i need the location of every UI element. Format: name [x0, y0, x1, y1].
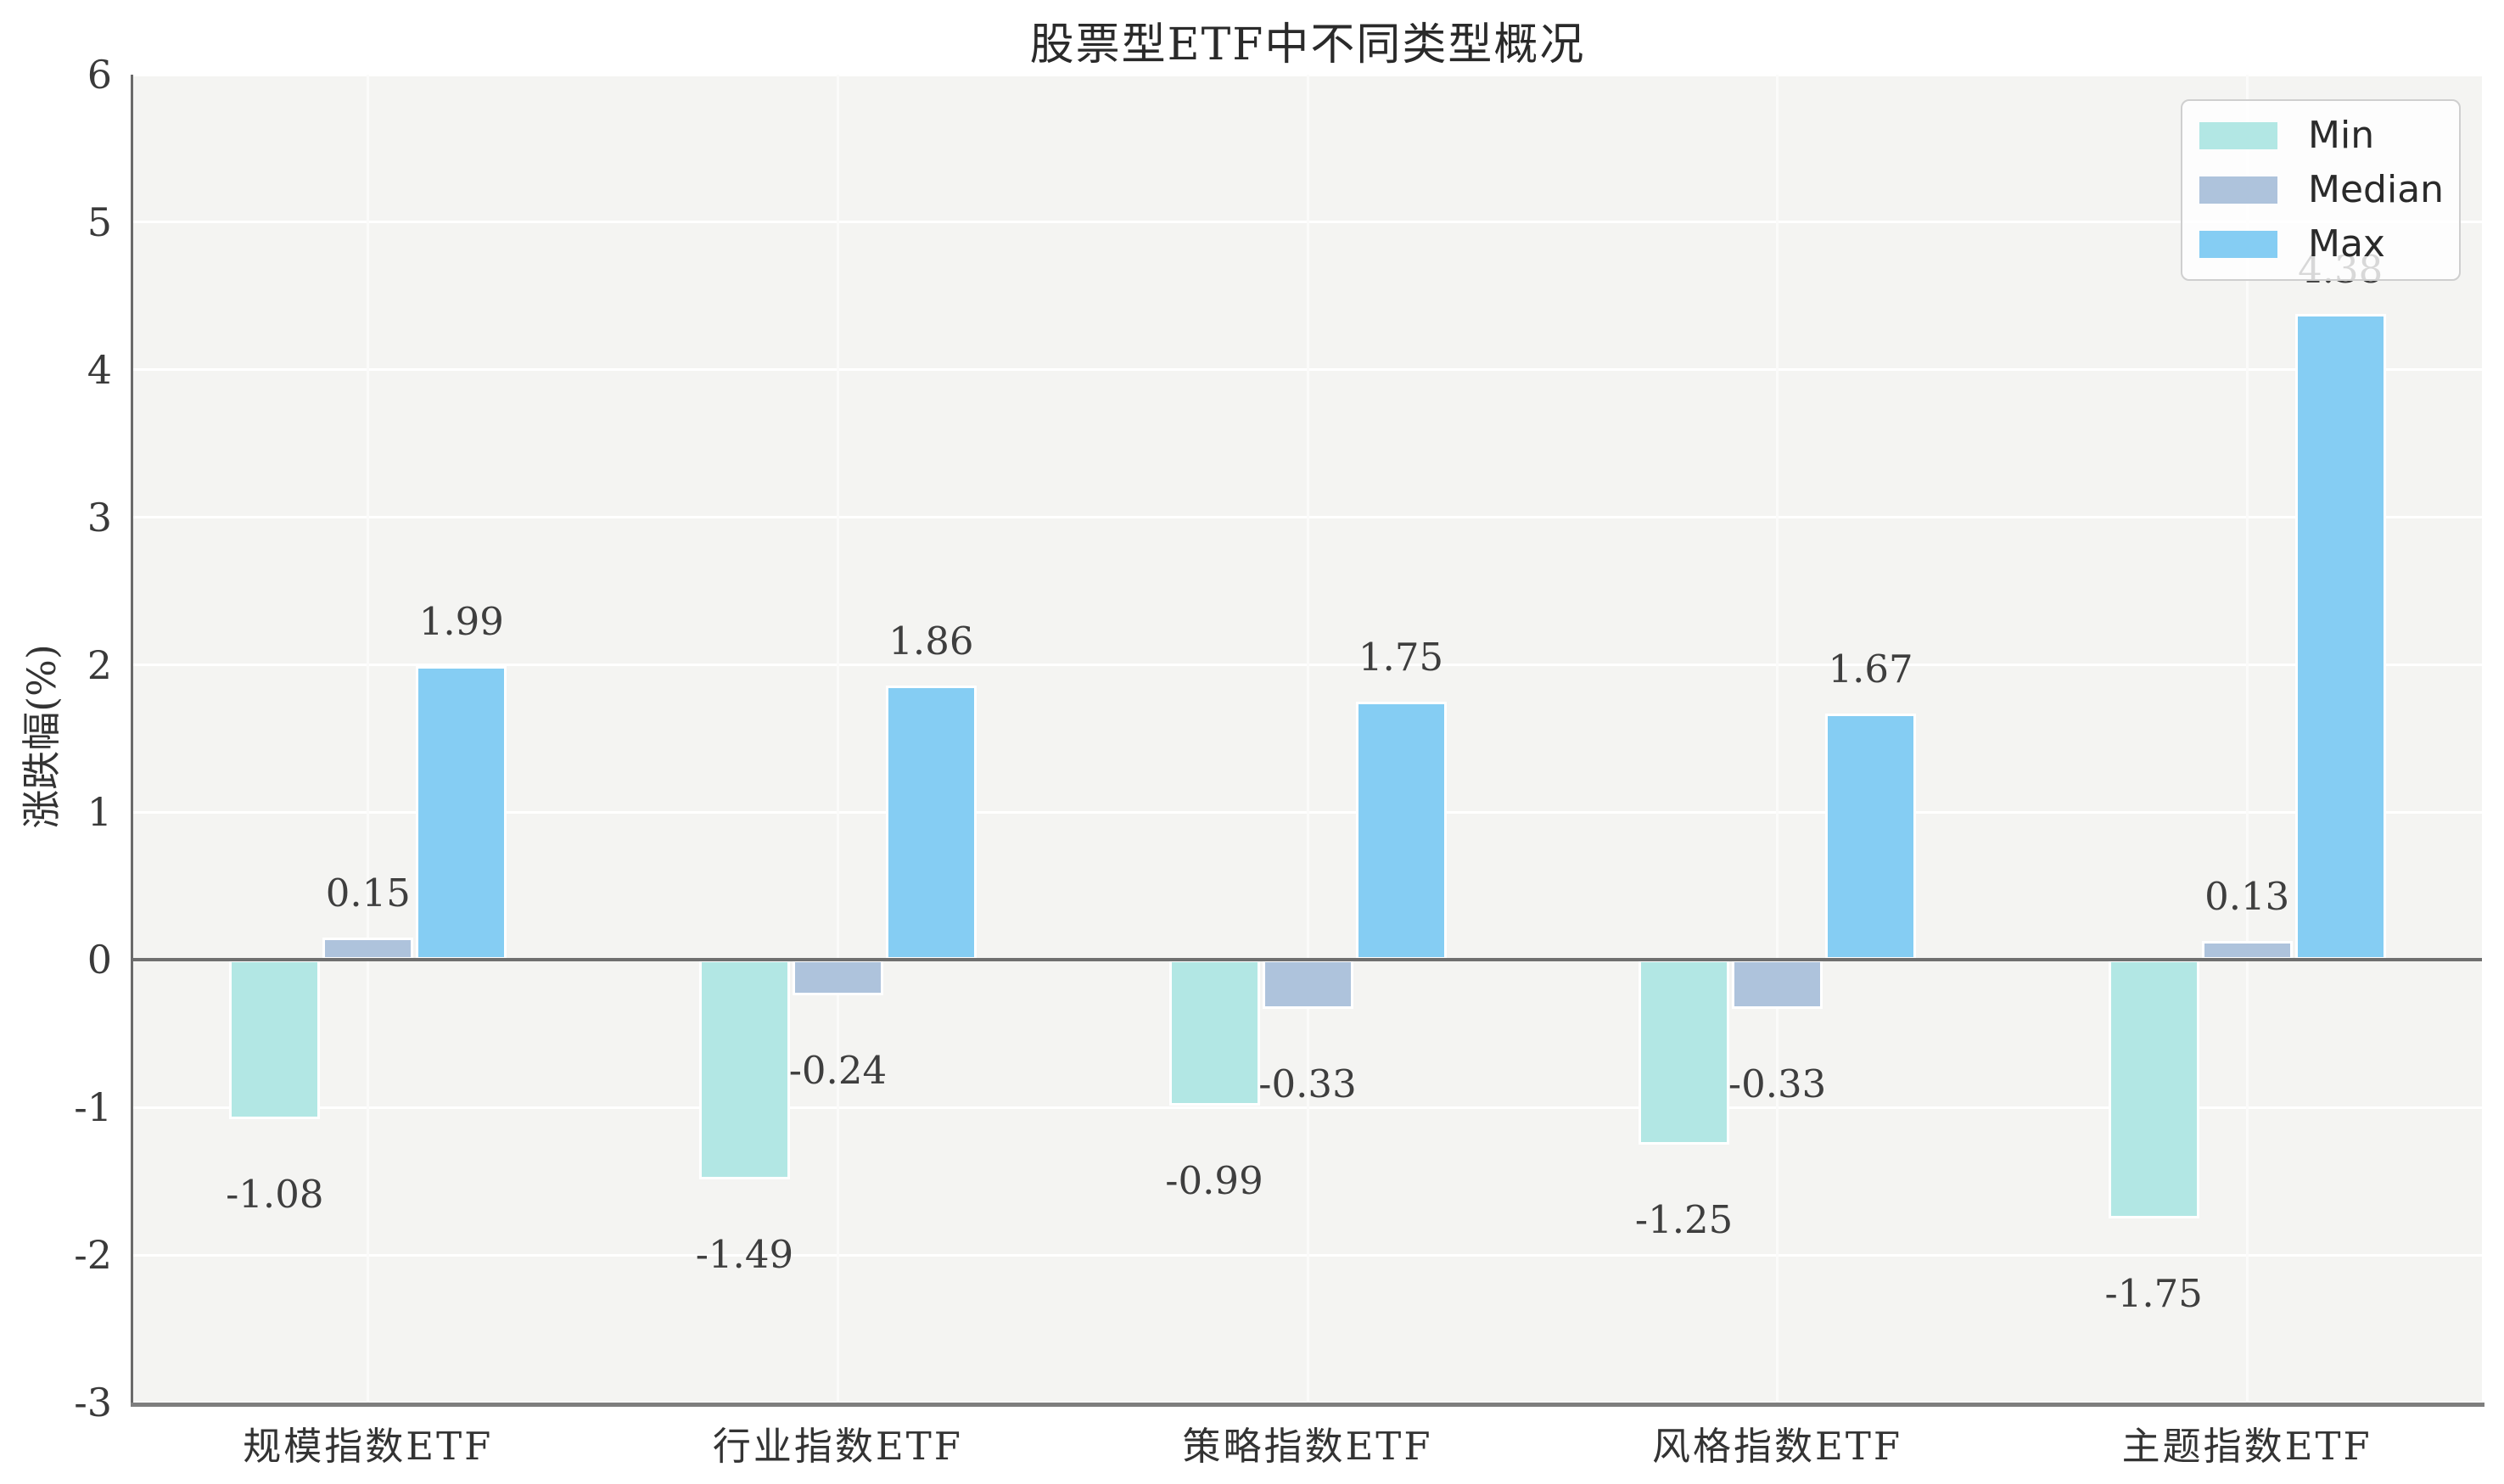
legend-item-max: Max	[2199, 223, 2442, 266]
bar-value-label: 1.75	[1358, 635, 1444, 680]
gridline-vertical	[367, 75, 370, 1403]
ytick-label: 6	[87, 52, 112, 98]
bar-value-label: -1.25	[1634, 1196, 1734, 1242]
ytick-label: -3	[74, 1380, 112, 1425]
bar-value-label: -1.75	[2104, 1270, 2203, 1316]
bar-max	[885, 685, 977, 960]
legend-swatch-max-icon	[2199, 231, 2277, 258]
bar-value-label: 0.13	[2204, 873, 2290, 919]
ytick-label: -2	[74, 1232, 112, 1279]
legend-label: Median	[2308, 168, 2445, 211]
ytick-label: 2	[87, 641, 112, 688]
bar-value-label: 1.67	[1828, 646, 1913, 692]
bar-median	[1732, 960, 1823, 1009]
bar-median	[792, 960, 883, 996]
legend-swatch-min-icon	[2199, 122, 2277, 149]
gridline-vertical	[836, 75, 839, 1403]
ytick-label: -1	[74, 1084, 112, 1131]
ytick-label: 5	[87, 199, 112, 245]
gridline-vertical	[1306, 75, 1309, 1403]
bar-max	[1825, 713, 1917, 960]
bar-min	[2108, 960, 2199, 1218]
gridline-vertical	[1776, 75, 1779, 1403]
xtick-label: 规模指数ETF	[243, 1424, 494, 1469]
x-axis-spine	[131, 1403, 2484, 1407]
xtick-label: 主题指数ETF	[2121, 1424, 2372, 1469]
bar-min	[698, 960, 790, 1180]
bar-value-label: 1.86	[888, 618, 974, 664]
bar-median	[2201, 940, 2293, 960]
legend-label: Max	[2308, 222, 2385, 266]
chart-title: 股票型ETF中不同类型概况	[1029, 20, 1586, 70]
bar-min	[1168, 960, 1260, 1106]
ytick-label: 1	[87, 789, 112, 836]
bar-value-label: -0.33	[1258, 1061, 1357, 1106]
zero-line	[133, 958, 2482, 962]
xtick-label: 策略指数ETF	[1182, 1424, 1433, 1469]
bar-value-label: -0.24	[788, 1048, 888, 1094]
y-axis-spine	[131, 75, 133, 1407]
bar-median	[322, 938, 414, 960]
bar-value-label: -1.49	[695, 1232, 794, 1278]
bar-max	[1355, 702, 1447, 960]
bar-max	[2294, 313, 2386, 960]
ytick-label: 4	[87, 346, 112, 393]
gridline-vertical	[2245, 75, 2249, 1403]
legend-item-min: Min	[2199, 115, 2442, 157]
bar-value-label: -0.99	[1165, 1158, 1263, 1204]
legend-swatch-median-icon	[2199, 176, 2277, 204]
bar-min	[1639, 960, 1730, 1145]
legend-label: Min	[2308, 114, 2375, 157]
bar-value-label: -1.08	[226, 1172, 324, 1218]
bar-max	[416, 666, 507, 960]
legend: Min Median Max	[2181, 99, 2461, 281]
bar-min	[229, 960, 321, 1120]
xtick-label: 行业指数ETF	[712, 1424, 963, 1469]
legend-item-median: Median	[2199, 168, 2445, 211]
bar-median	[1262, 960, 1353, 1009]
ytick-label: 0	[87, 937, 112, 983]
y-axis-label: 涨跌幅(%)	[19, 644, 64, 829]
bar-value-label: -0.33	[1728, 1061, 1827, 1106]
ytick-label: 3	[87, 494, 112, 540]
plot-area: -1.08 -1.49 -0.99 -1.25 -1.75 0.15 -0.24 -0.33 -…	[133, 73, 2482, 1404]
xtick-label: 风格指数ETF	[1652, 1424, 1903, 1469]
bar-value-label: 1.99	[418, 599, 504, 645]
bar-value-label: 0.15	[325, 871, 411, 916]
